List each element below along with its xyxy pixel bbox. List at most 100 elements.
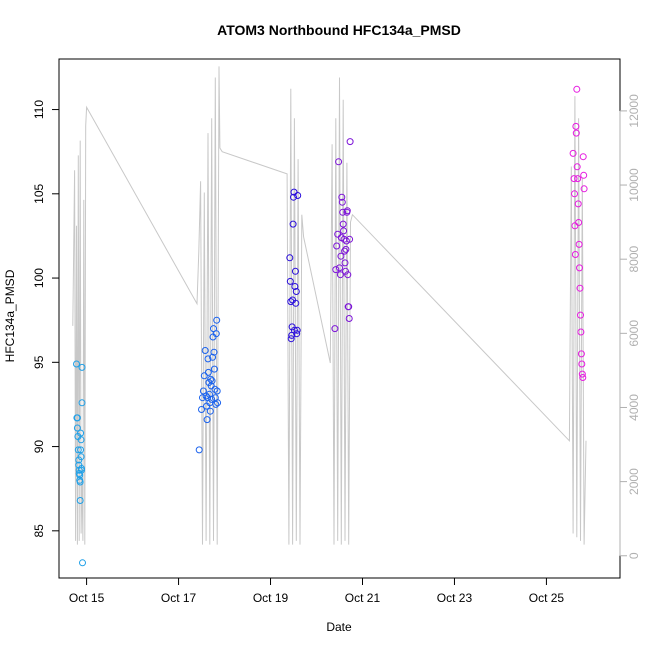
x-axis: Oct 15 Oct 17 Oct 19 Oct 21 Oct 23 Oct 25: [69, 577, 564, 605]
data-point: [200, 372, 208, 380]
data-point: [73, 424, 81, 432]
data-point: [208, 395, 216, 403]
data-point: [198, 406, 205, 413]
y-tick-label: 85: [32, 524, 46, 538]
data-point: [575, 219, 583, 226]
data-point: [335, 158, 343, 166]
data-point: [576, 284, 584, 292]
data-point: [208, 377, 216, 385]
y-axis-left: 85 90 95 100 105 110: [32, 100, 60, 538]
data-point: [339, 220, 347, 228]
data-point: [578, 370, 586, 378]
data-point: [576, 264, 583, 272]
data-point: [579, 374, 587, 381]
data-point: [74, 446, 82, 454]
data-point: [199, 394, 206, 402]
data-point: [78, 466, 85, 474]
data-point: [346, 235, 354, 243]
y-tick-label: 100: [32, 268, 46, 288]
y-right-tick-label: 0: [627, 552, 641, 559]
y-axis-label: HFC134a_PMSD: [3, 269, 17, 362]
data-point: [571, 251, 579, 258]
data-point: [569, 149, 577, 157]
data-point: [201, 347, 209, 354]
scatter-points-layer: [73, 85, 588, 567]
data-point: [571, 190, 578, 198]
data-point: [212, 330, 220, 338]
y-tick-label: 95: [32, 355, 46, 369]
data-point: [291, 267, 299, 275]
data-point: [331, 325, 339, 333]
data-point: [195, 446, 203, 454]
y-right-tick-label: 8000: [627, 246, 641, 273]
data-point: [578, 360, 586, 368]
data-point: [214, 399, 222, 407]
x-tick-label: Oct 21: [345, 591, 381, 605]
data-point: [293, 330, 301, 338]
data-point: [76, 497, 84, 504]
data-point: [336, 271, 344, 279]
data-point: [341, 259, 349, 267]
data-point: [293, 326, 301, 334]
data-point: [206, 407, 214, 415]
data-point: [292, 288, 300, 295]
x-tick-label: Oct 23: [437, 591, 473, 605]
data-point: [336, 264, 343, 272]
data-point: [202, 392, 210, 400]
data-point: [340, 227, 348, 235]
data-point: [338, 193, 346, 201]
data-point: [78, 363, 86, 371]
data-point: [212, 400, 220, 408]
data-point: [73, 414, 81, 422]
x-axis-label: Date: [326, 620, 352, 634]
data-point: [204, 368, 212, 376]
data-point: [77, 436, 85, 444]
data-point: [76, 478, 84, 486]
data-point: [574, 175, 582, 183]
data-point: [287, 335, 295, 343]
data-point: [572, 122, 580, 130]
y-tick-label: 105: [32, 183, 46, 203]
data-point: [77, 429, 85, 437]
data-point: [286, 254, 294, 262]
data-point: [290, 193, 297, 201]
data-point: [345, 315, 353, 322]
data-point: [341, 247, 349, 255]
y-tick-label: 90: [32, 440, 46, 454]
x-tick-label: Oct 17: [161, 591, 197, 605]
data-point: [580, 171, 588, 179]
data-point: [338, 198, 346, 206]
data-point: [73, 360, 80, 368]
y-right-tick-label: 2000: [627, 468, 641, 495]
data-point: [339, 208, 347, 216]
data-point: [577, 328, 585, 336]
data-point: [287, 298, 295, 306]
data-point: [207, 375, 215, 383]
data-point: [574, 200, 582, 208]
data-point: [577, 311, 584, 319]
data-point: [345, 303, 353, 311]
y-right-tick-label: 12000: [627, 94, 641, 128]
data-point: [292, 299, 300, 307]
chart-title: ATOM3 Northbound HFC134a_PMSD: [217, 22, 461, 38]
data-point: [78, 399, 86, 407]
data-point: [332, 266, 340, 274]
data-point: [343, 207, 351, 215]
line-series-layer: [72, 66, 587, 545]
data-point: [79, 559, 86, 567]
y-right-tick-label: 4000: [627, 394, 641, 421]
data-point: [210, 365, 218, 373]
data-point: [77, 453, 85, 461]
data-point: [291, 283, 299, 290]
data-point: [204, 355, 212, 363]
data-point: [570, 175, 578, 183]
data-point: [210, 325, 217, 333]
y-axis-right: 0 2000 4000 6000 8000 10000 12000: [619, 94, 641, 559]
x-tick-label: Oct 15: [69, 591, 105, 605]
data-point: [213, 387, 221, 395]
data-point: [209, 353, 217, 361]
data-point: [346, 138, 354, 146]
data-point: [579, 153, 587, 161]
